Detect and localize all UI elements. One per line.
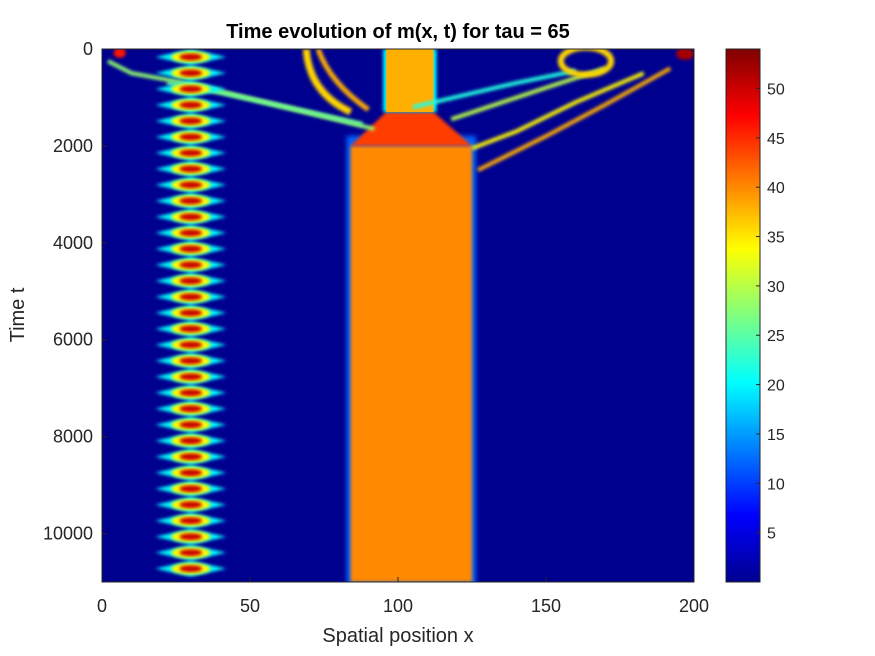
y-tick-label: 0 (83, 39, 93, 59)
right-blob (557, 49, 615, 78)
oscillation-core (179, 453, 203, 461)
colorbar-frame (725, 48, 761, 583)
x-tick-label: 200 (679, 596, 709, 616)
oscillation-core (179, 373, 203, 381)
y-axis: 0 2000 4000 6000 8000 10000 (43, 39, 107, 544)
colorbar-tick-label: 20 (767, 378, 785, 395)
x-tick-label: 0 (97, 596, 107, 616)
oscillation-core (179, 389, 203, 397)
colorbar-axis: 5 10 15 20 25 30 35 40 45 50 (756, 81, 785, 543)
edge-hot-spot (676, 49, 694, 60)
left-arc-outer (302, 49, 353, 116)
y-tick-label: 8000 (53, 427, 93, 447)
x-tick-label: 150 (531, 596, 561, 616)
front-right-upper (412, 68, 577, 110)
colorbar (726, 49, 760, 582)
left-arc-inner (315, 49, 370, 112)
x-tick-label: 100 (383, 596, 413, 616)
colorbar-tick-label: 10 (767, 476, 785, 493)
oscillation-core (179, 293, 203, 301)
oscillation-core (179, 229, 203, 237)
oscillation-core (179, 197, 203, 205)
colorbar-tick-label: 35 (767, 230, 785, 247)
colorbar-tick-label: 40 (767, 180, 785, 197)
oscillation-core (179, 181, 203, 189)
y-axis-label: Time t (7, 287, 29, 342)
oscillation-core (179, 165, 203, 173)
colorbar-tick-label: 45 (767, 131, 785, 148)
x-axis-label: Spatial position x (322, 625, 473, 647)
y-tick-label: 6000 (53, 330, 93, 350)
y-tick-label: 10000 (43, 524, 93, 544)
x-axis: 0 50 100 150 200 (97, 577, 709, 616)
oscillation-core (179, 549, 203, 557)
oscillation-core (179, 69, 203, 77)
oscillation-core (179, 85, 203, 93)
oscillation-core (179, 517, 203, 525)
oscillation-core (179, 213, 203, 221)
oscillation-core (179, 533, 203, 541)
left-edge-spot (113, 49, 126, 58)
merge-zone (350, 111, 472, 146)
oscillation-core (179, 325, 203, 333)
x-tick-label: 50 (240, 596, 260, 616)
oscillation-core (179, 405, 203, 413)
heatmap-area (102, 49, 694, 582)
oscillation-core (179, 101, 203, 109)
oscillation-core (179, 501, 203, 509)
front-right-lower (471, 71, 645, 151)
oscillation-core (179, 149, 203, 157)
oscillation-core (179, 357, 203, 365)
oscillation-core (179, 133, 203, 141)
chart-title: Time evolution of m(x, t) for tau = 65 (226, 21, 570, 43)
colorbar-tick-label: 15 (767, 427, 785, 444)
oscillation-core (179, 245, 203, 253)
colorbar-tick-label: 30 (767, 279, 785, 296)
colorbar-tick-label: 5 (767, 526, 776, 543)
early-band (386, 49, 434, 112)
colorbar-tick-label: 25 (767, 328, 785, 345)
oscillation-core (179, 341, 203, 349)
y-tick-label: 2000 (53, 136, 93, 156)
front-right-outer (477, 66, 672, 172)
oscillation-core (179, 277, 203, 285)
oscillation-core (179, 261, 203, 269)
plateau-region (350, 145, 472, 582)
oscillation-core (179, 437, 203, 445)
oscillation-core (179, 469, 203, 477)
oscillation-core (179, 565, 203, 573)
oscillation-core (179, 309, 203, 317)
colorbar-tick-label: 50 (767, 81, 785, 98)
oscillation-core (179, 53, 203, 61)
y-tick-label: 4000 (53, 233, 93, 253)
oscillation-core (179, 485, 203, 493)
oscillation-core (179, 421, 203, 429)
oscillation-core (179, 117, 203, 125)
